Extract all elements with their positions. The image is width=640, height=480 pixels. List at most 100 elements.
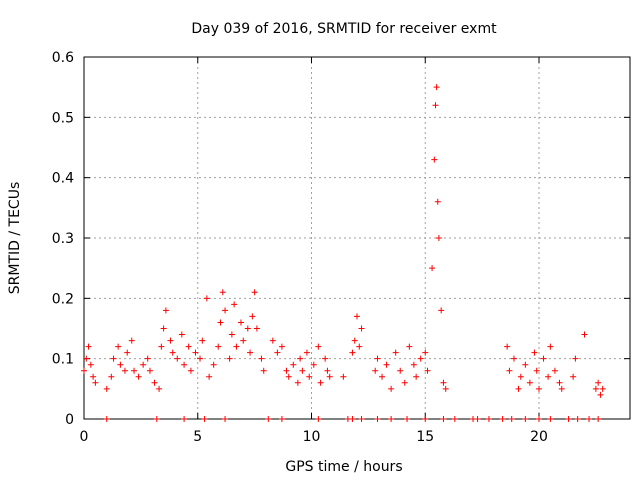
data-point xyxy=(222,416,229,422)
data-point xyxy=(206,373,213,380)
data-point xyxy=(290,361,297,368)
data-point xyxy=(110,355,117,362)
data-point xyxy=(322,355,329,362)
data-point xyxy=(422,416,429,422)
data-point xyxy=(383,361,390,368)
data-point xyxy=(326,373,333,380)
data-point xyxy=(240,337,247,344)
data-point xyxy=(536,416,542,422)
data-point xyxy=(526,379,533,386)
data-point xyxy=(247,349,254,356)
data-point xyxy=(586,416,593,422)
data-point xyxy=(181,361,188,368)
data-point xyxy=(144,355,151,362)
data-point xyxy=(547,343,554,350)
data-point xyxy=(303,349,310,356)
data-point xyxy=(233,343,240,350)
data-point xyxy=(167,337,174,344)
data-point xyxy=(169,349,176,356)
data-point xyxy=(485,416,492,422)
data-point xyxy=(146,367,153,374)
data-point xyxy=(595,416,602,422)
axes xyxy=(83,56,631,420)
data-point xyxy=(294,379,301,386)
data-point xyxy=(283,367,290,374)
data-point xyxy=(203,295,210,302)
data-point xyxy=(435,235,442,241)
data-point xyxy=(103,416,110,422)
data-point xyxy=(85,343,92,350)
data-point xyxy=(237,319,244,326)
data-point xyxy=(210,361,217,368)
data-point xyxy=(540,355,547,362)
data-point xyxy=(192,349,199,356)
data-point xyxy=(388,385,395,392)
data-point xyxy=(228,331,235,338)
data-point xyxy=(278,416,285,422)
data-point xyxy=(432,102,439,109)
data-point xyxy=(156,385,163,392)
y-axis-label: SRMTID / TECUs xyxy=(7,182,23,295)
data-point xyxy=(215,343,222,350)
data-point xyxy=(374,416,381,422)
data-point xyxy=(278,343,285,350)
data-point xyxy=(431,156,438,163)
data-point xyxy=(269,337,276,344)
data-point xyxy=(310,361,317,368)
data-point xyxy=(187,367,194,374)
data-point xyxy=(508,416,515,422)
data-point xyxy=(349,416,356,422)
data-point xyxy=(160,325,167,332)
data-point xyxy=(356,343,363,350)
data-point xyxy=(531,349,538,356)
data-points xyxy=(81,84,606,422)
data-point xyxy=(351,337,358,344)
data-point xyxy=(392,349,399,356)
data-point xyxy=(536,385,542,392)
data-point xyxy=(597,391,604,398)
data-point xyxy=(158,343,165,350)
data-point xyxy=(197,355,204,362)
data-point xyxy=(565,416,572,422)
data-point xyxy=(599,385,606,392)
data-point xyxy=(92,379,99,386)
data-point xyxy=(388,416,395,422)
data-point xyxy=(434,198,441,205)
tick-labels: 0 0.1 0.2 0.3 0.4 0.5 0.6 0 5 10 15 20 xyxy=(52,50,548,445)
data-point xyxy=(201,416,208,422)
data-point xyxy=(506,367,513,374)
data-point xyxy=(174,355,181,362)
chart-title: Day 039 of 2016, SRMTID for receiver exm… xyxy=(191,21,497,37)
data-point xyxy=(87,361,94,368)
y-tick-label: 0.5 xyxy=(52,110,74,126)
data-point xyxy=(522,361,529,368)
data-point xyxy=(258,355,265,362)
data-point xyxy=(244,325,251,332)
data-point xyxy=(422,349,429,356)
data-point xyxy=(153,416,160,422)
data-point xyxy=(433,84,440,91)
data-point xyxy=(162,307,169,314)
data-point xyxy=(128,337,135,344)
data-point xyxy=(545,373,552,380)
data-point xyxy=(117,361,124,368)
data-point xyxy=(404,416,411,422)
data-point xyxy=(424,367,431,374)
data-point xyxy=(581,331,588,338)
data-point xyxy=(551,367,558,374)
data-point xyxy=(306,373,313,380)
data-point xyxy=(90,373,97,380)
y-tick-label: 0.2 xyxy=(52,291,74,307)
data-point xyxy=(81,367,87,374)
data-point xyxy=(285,373,292,380)
data-point xyxy=(374,355,381,362)
data-point xyxy=(438,307,445,314)
data-point xyxy=(108,373,115,380)
data-point xyxy=(315,416,322,422)
data-point xyxy=(83,355,90,362)
data-point xyxy=(358,416,365,422)
data-point xyxy=(354,313,360,320)
data-point xyxy=(349,349,356,356)
y-tick-label: 0.6 xyxy=(52,50,74,66)
